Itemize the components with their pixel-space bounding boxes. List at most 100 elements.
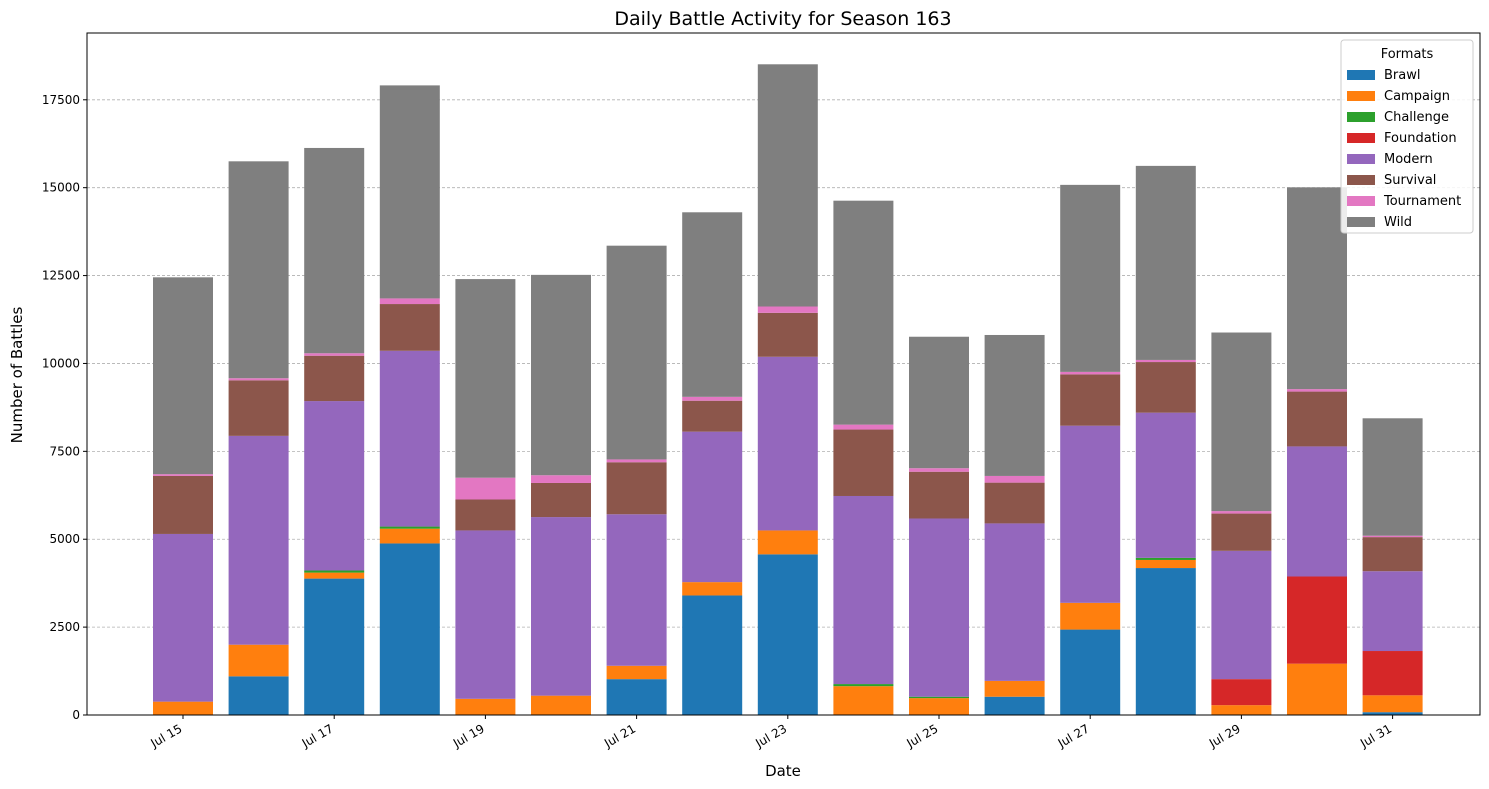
bar-modern-jul-20 xyxy=(531,517,591,696)
bar-survival-jul-29 xyxy=(1211,513,1272,551)
bar-campaign-jul-25 xyxy=(909,698,969,715)
bar-campaign-jul-16 xyxy=(228,644,289,677)
bar-modern-jul-30 xyxy=(1287,446,1347,577)
bar-wild-jul-15 xyxy=(153,277,213,475)
bar-wild-jul-17 xyxy=(304,147,365,354)
bar-modern-jul-27 xyxy=(1060,425,1121,603)
bar-brawl-jul-22 xyxy=(682,595,743,715)
bar-modern-jul-31 xyxy=(1362,571,1423,652)
legend-label-foundation: Foundation xyxy=(1384,131,1457,146)
bar-brawl-jul-27 xyxy=(1060,629,1121,715)
bar-campaign-jul-28 xyxy=(1135,559,1196,569)
bar-survival-jul-20 xyxy=(531,482,591,518)
bar-brawl-jul-18 xyxy=(379,543,440,715)
bar-challenge-jul-17 xyxy=(304,570,365,573)
y-tick-label: 7500 xyxy=(49,444,80,458)
bar-modern-jul-25 xyxy=(909,518,969,697)
x-axis-title: Date xyxy=(765,762,801,780)
bar-survival-jul-28 xyxy=(1135,362,1196,413)
legend-label-wild: Wild xyxy=(1384,215,1412,230)
bar-modern-jul-23 xyxy=(757,356,818,531)
y-tick-label: 17500 xyxy=(42,93,80,107)
bar-tournament-jul-16 xyxy=(228,378,289,381)
bar-campaign-jul-18 xyxy=(379,528,440,544)
bar-challenge-jul-24 xyxy=(833,684,894,687)
bar-brawl-jul-26 xyxy=(984,696,1045,715)
plot-frame xyxy=(86,32,1481,716)
bar-campaign-jul-20 xyxy=(531,695,591,715)
legend-title: Formats xyxy=(1381,47,1434,62)
legend-swatch-tournament xyxy=(1347,196,1375,206)
bar-brawl-jul-21 xyxy=(606,679,667,715)
bar-tournament-jul-28 xyxy=(1135,359,1196,363)
bar-modern-jul-19 xyxy=(455,530,516,699)
bar-brawl-jul-31 xyxy=(1362,712,1423,715)
bar-campaign-jul-19 xyxy=(455,698,516,715)
bar-campaign-jul-17 xyxy=(304,572,365,579)
legend-label-challenge: Challenge xyxy=(1384,110,1449,125)
bar-modern-jul-24 xyxy=(833,495,894,685)
bar-brawl-jul-17 xyxy=(304,578,365,715)
bar-wild-jul-23 xyxy=(757,64,818,307)
bar-modern-jul-16 xyxy=(228,435,289,645)
x-tick-label: Jul 23 xyxy=(752,721,789,750)
bar-brawl-jul-16 xyxy=(228,676,289,715)
legend-swatch-foundation xyxy=(1347,133,1375,143)
bar-campaign-jul-22 xyxy=(682,582,743,596)
bar-tournament-jul-29 xyxy=(1211,511,1272,514)
bar-modern-jul-28 xyxy=(1135,412,1196,558)
legend-swatch-challenge xyxy=(1347,112,1375,122)
bar-survival-jul-26 xyxy=(984,482,1045,524)
y-tick-label: 15000 xyxy=(42,181,80,195)
y-tick-label: 0 xyxy=(72,708,80,722)
bar-modern-jul-21 xyxy=(606,514,667,666)
bar-campaign-jul-15 xyxy=(153,701,213,715)
bar-survival-jul-19 xyxy=(455,499,516,531)
bar-wild-jul-24 xyxy=(833,200,894,425)
bar-survival-jul-31 xyxy=(1362,537,1423,572)
bar-campaign-jul-24 xyxy=(833,686,894,715)
bar-challenge-jul-18 xyxy=(379,526,440,529)
bar-modern-jul-15 xyxy=(153,533,213,702)
legend-label-campaign: Campaign xyxy=(1384,89,1450,104)
x-tick-label: Jul 19 xyxy=(450,721,487,750)
bar-wild-jul-28 xyxy=(1135,165,1196,360)
bar-campaign-jul-21 xyxy=(606,665,667,680)
bar-wild-jul-27 xyxy=(1060,184,1121,372)
bar-tournament-jul-26 xyxy=(984,475,1045,483)
bar-challenge-jul-28 xyxy=(1135,557,1196,560)
bar-tournament-jul-31 xyxy=(1362,535,1423,538)
bar-tournament-jul-22 xyxy=(682,396,743,401)
y-tick-label: 5000 xyxy=(49,532,80,546)
x-tick-label: Jul 21 xyxy=(601,721,638,750)
bar-wild-jul-19 xyxy=(455,279,516,478)
x-tick-label: Jul 25 xyxy=(904,721,941,750)
bar-challenge-jul-25 xyxy=(909,696,969,699)
legend-label-survival: Survival xyxy=(1384,173,1436,188)
bar-foundation-jul-30 xyxy=(1287,576,1347,664)
legend-label-brawl: Brawl xyxy=(1384,68,1420,83)
bar-tournament-jul-21 xyxy=(606,459,667,463)
bar-foundation-jul-31 xyxy=(1362,651,1423,696)
bar-survival-jul-23 xyxy=(757,312,818,357)
bar-brawl-jul-23 xyxy=(757,554,818,715)
y-tick-label: 12500 xyxy=(42,269,80,283)
bar-tournament-jul-18 xyxy=(379,298,440,305)
bar-wild-jul-21 xyxy=(606,245,667,460)
bar-wild-jul-25 xyxy=(909,336,969,469)
y-tick-label: 2500 xyxy=(49,620,80,634)
bar-tournament-jul-23 xyxy=(757,306,818,313)
bar-foundation-jul-29 xyxy=(1211,679,1272,706)
bar-survival-jul-27 xyxy=(1060,374,1121,426)
bar-tournament-jul-30 xyxy=(1287,389,1347,392)
bar-survival-jul-21 xyxy=(606,462,667,515)
bar-campaign-jul-23 xyxy=(757,530,818,555)
legend-swatch-wild xyxy=(1347,217,1375,227)
chart-title: Daily Battle Activity for Season 163 xyxy=(614,8,951,30)
legend-swatch-modern xyxy=(1347,154,1375,164)
bars xyxy=(153,64,1423,715)
bar-wild-jul-16 xyxy=(228,161,289,379)
x-tick-label: Jul 27 xyxy=(1055,721,1092,750)
